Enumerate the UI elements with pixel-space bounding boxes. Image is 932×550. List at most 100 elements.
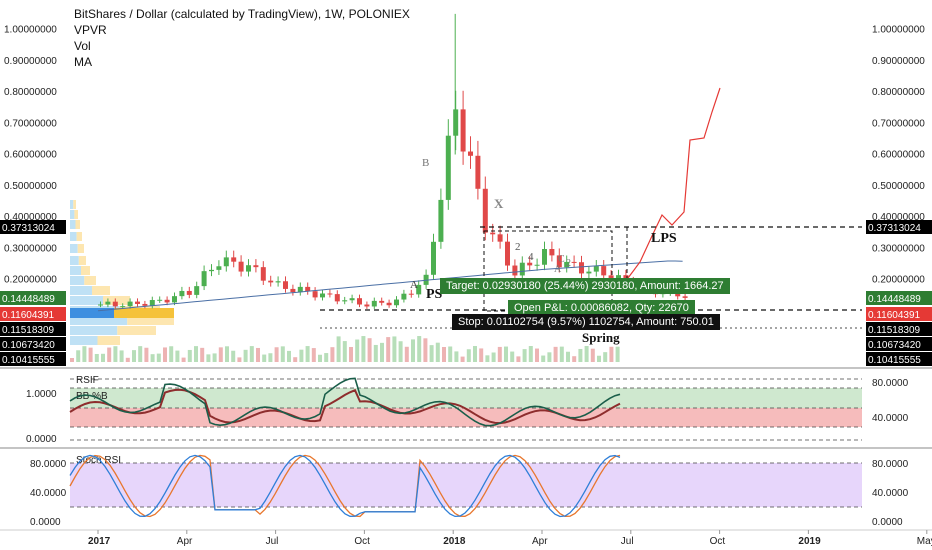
vpvr-bar-down	[77, 244, 84, 253]
volume-bar	[423, 338, 428, 362]
candle-body	[490, 232, 496, 235]
candle-body	[342, 300, 348, 302]
volume-bar	[516, 356, 521, 362]
volume-bar	[504, 346, 508, 362]
volume-bar	[237, 357, 242, 362]
candle-body	[201, 271, 207, 287]
rsi-red-band	[70, 408, 862, 427]
volume-bar	[218, 347, 223, 362]
volume-bar	[200, 347, 205, 362]
volume-bar	[485, 355, 490, 362]
volume-bar	[355, 339, 360, 362]
volume-bar	[386, 337, 391, 362]
stoch-name: Stoch RSI	[76, 455, 121, 466]
rsi-name: RSIF	[76, 375, 99, 386]
volume-bar	[187, 349, 192, 362]
volume-bar	[262, 354, 267, 362]
price-tick-right: 0.20000000	[872, 275, 925, 286]
price-tick-left: 0.50000000	[4, 181, 57, 192]
volume-bar	[76, 350, 81, 362]
vpvr-bar-down	[103, 296, 130, 305]
stoch-right-tick: 40.0000	[872, 488, 909, 499]
volume-bar	[380, 342, 384, 362]
vpvr-bar-down	[74, 210, 78, 219]
price-tick-left: 1.00000000	[4, 25, 57, 36]
vpvr-bar-up	[70, 266, 81, 275]
time-label: Jul	[621, 536, 634, 547]
stoch-right-tick: 80.0000	[872, 459, 909, 470]
candle-body	[105, 301, 111, 305]
candle-body	[386, 302, 392, 306]
price-badge-left-bg	[0, 307, 66, 321]
price-badge-right: 0.11604391	[868, 310, 921, 321]
volume-bar	[367, 338, 372, 362]
candle-body	[534, 264, 540, 266]
indicator-vol[interactable]: Vol	[74, 39, 91, 53]
volume-bar	[528, 346, 533, 362]
indicator-vpvr[interactable]: VPVR	[74, 23, 107, 37]
price-badge-right: 0.11518309	[868, 325, 921, 336]
candle-body	[260, 267, 266, 281]
volume-bar	[268, 353, 273, 362]
volume-bar	[398, 341, 403, 362]
candle-body	[601, 266, 607, 276]
volume-bar	[330, 347, 335, 362]
candle-body	[556, 255, 562, 268]
candle-body	[586, 271, 592, 274]
rsi-green-band	[70, 388, 862, 408]
candle-body	[416, 284, 422, 295]
wyckoff-label: 2	[515, 241, 521, 253]
vpvr-bar-up	[70, 316, 128, 325]
vpvr-bar-up	[70, 200, 74, 209]
rsi-right-tick: 80.0000	[872, 378, 909, 389]
trading-range-box	[483, 230, 613, 312]
volume-bar	[417, 336, 422, 362]
volume-bar	[280, 346, 285, 362]
volume-bar	[491, 352, 496, 362]
candle-body	[127, 301, 133, 307]
vpvr-bar-down	[92, 286, 110, 295]
price-tick-right: 0.60000000	[872, 150, 925, 161]
stoch-fill-band	[70, 463, 862, 507]
volume-bar	[113, 346, 118, 362]
candle-body	[297, 286, 303, 293]
candle-body	[149, 300, 155, 306]
volume-bar	[107, 347, 112, 362]
price-tick-left: 0.30000000	[4, 243, 57, 254]
vpvr-bar-down	[117, 326, 156, 335]
volume-bar	[293, 357, 298, 362]
volume-bar	[349, 346, 353, 362]
volume-bar	[615, 346, 620, 362]
volume-bar	[175, 350, 180, 362]
price-badge-left: 0.14448489	[2, 294, 55, 305]
price-badge-left-bg	[0, 337, 66, 351]
volume-bar	[336, 336, 341, 362]
candle-body	[216, 266, 222, 270]
indicator-ma[interactable]: MA	[74, 55, 92, 69]
volume-bar	[609, 346, 614, 362]
price-tick-left: 0.90000000	[4, 56, 57, 67]
volume-bar	[94, 353, 99, 362]
price-tick-right: 0.80000000	[872, 87, 925, 98]
vpvr-bar-up	[70, 326, 118, 335]
candle-body	[283, 281, 288, 289]
volume-bar	[547, 352, 552, 362]
rsi-left-tick: 0.0000	[26, 434, 57, 445]
vpvr-bar-down	[84, 276, 96, 285]
candle-body	[527, 262, 533, 266]
volume-bar	[541, 355, 546, 362]
volume-bar	[510, 351, 515, 362]
candle-body	[401, 293, 407, 300]
vpvr-bar-up	[70, 210, 75, 219]
vpvr-bar-down	[127, 316, 174, 325]
candle-body	[275, 281, 281, 283]
stoch-right-tick: 0.0000	[872, 517, 903, 528]
candle-body	[327, 293, 333, 295]
volume-bar	[125, 357, 130, 362]
stoch-d-line	[69, 454, 621, 518]
volume-bar	[132, 350, 136, 362]
volume-bar	[144, 347, 149, 362]
price-badge-left-bg	[0, 220, 66, 234]
